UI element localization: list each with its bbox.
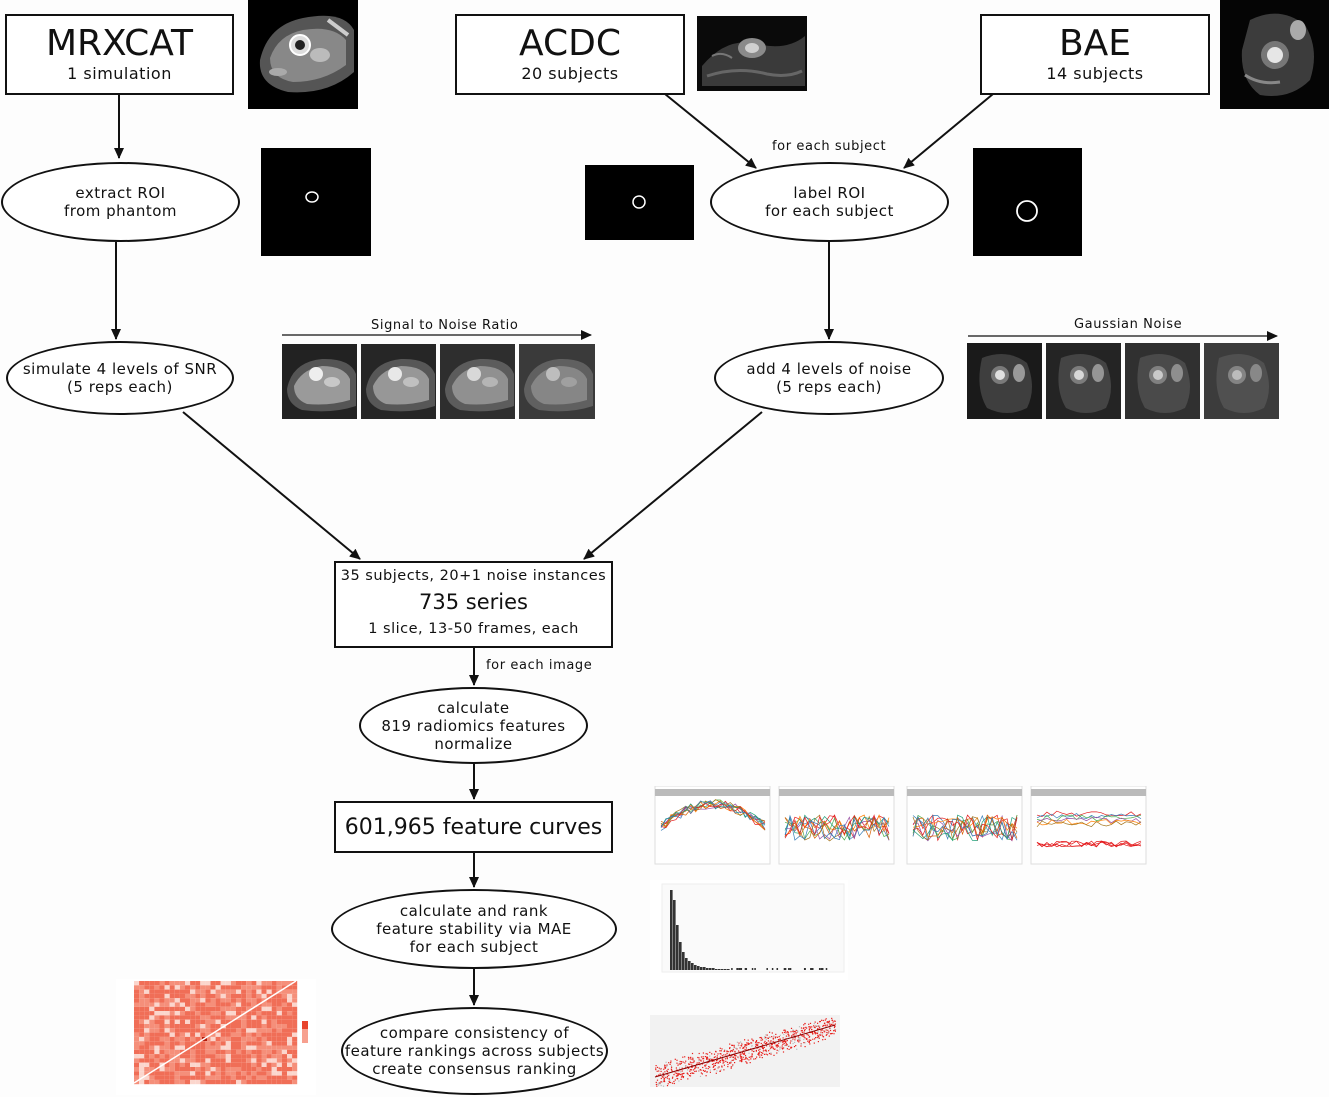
- gaussian-axis-label: Gaussian Noise: [1074, 317, 1183, 332]
- series-line2: 735 series: [419, 590, 528, 614]
- bae-subtitle: 14 subjects: [1046, 64, 1144, 83]
- arrow-noise-series: [583, 411, 763, 560]
- curve-panel: [778, 786, 895, 865]
- acdc-mri-image: [697, 16, 807, 91]
- series-box: 35 subjects, 20+1 noise instances 735 se…: [334, 561, 613, 648]
- mae-histogram: [650, 880, 848, 980]
- bae-box: BAE 14 subjects: [980, 14, 1210, 95]
- gaussian-image-strip: [967, 343, 1279, 419]
- feature-curves-box: 601,965 feature curves: [334, 801, 613, 853]
- snr-frame-1: [282, 344, 357, 419]
- curve-panel: [1030, 786, 1147, 865]
- gaussian-frame-3: [1125, 343, 1200, 419]
- feature-curve-plots: [654, 786, 1147, 865]
- add-noise-step: add 4 levels of noise (5 reps each): [714, 341, 944, 415]
- bae-mri-image: [1220, 0, 1329, 109]
- bae-title: BAE: [1058, 23, 1132, 64]
- rank-stability-text: calculate and rank feature stability via…: [376, 902, 572, 956]
- bae-roi-mask: [973, 148, 1082, 256]
- consensus-scatter: [650, 1015, 840, 1087]
- calculate-features-step: calculate 819 radiomics features normali…: [359, 687, 588, 764]
- consensus-ranking-text: compare consistency of feature rankings …: [344, 1024, 605, 1078]
- mrxcat-title: MRXCAT: [45, 23, 194, 64]
- for-each-image-label: for each image: [486, 658, 593, 673]
- rank-stability-step: calculate and rank feature stability via…: [331, 889, 617, 969]
- acdc-box: ACDC 20 subjects: [455, 14, 685, 95]
- snr-frame-2: [361, 344, 436, 419]
- snr-image-strip: [282, 344, 595, 419]
- curve-panel: [654, 786, 771, 865]
- add-noise-text: add 4 levels of noise (5 reps each): [746, 360, 912, 396]
- mrxcat-subtitle: 1 simulation: [67, 64, 172, 83]
- series-line3: 1 slice, 13-50 frames, each: [368, 621, 579, 637]
- arrow-simulate-series: [182, 411, 361, 560]
- ranking-correlation-heatmap: [116, 979, 316, 1095]
- label-roi-step: label ROI for each subject: [710, 162, 949, 242]
- gaussian-frame-2: [1046, 343, 1121, 419]
- curve-panel: [906, 786, 1023, 865]
- calculate-features-text: calculate 819 radiomics features normali…: [381, 698, 566, 753]
- snr-frame-4: [519, 344, 595, 419]
- acdc-title: ACDC: [519, 23, 621, 64]
- extract-roi-step: extract ROI from phantom: [1, 162, 240, 242]
- mrxcat-box: MRXCAT 1 simulation: [5, 14, 234, 95]
- mrxcat-phantom-image: [248, 0, 358, 109]
- for-each-subject-label: for each subject: [772, 139, 887, 154]
- feature-curves-text: 601,965 feature curves: [344, 814, 603, 840]
- series-line1: 35 subjects, 20+1 noise instances: [340, 568, 607, 584]
- consensus-ranking-step: compare consistency of feature rankings …: [341, 1007, 608, 1095]
- gaussian-frame-1: [967, 343, 1042, 419]
- mrxcat-roi-mask: [261, 148, 371, 256]
- gaussian-frame-4: [1204, 343, 1279, 419]
- extract-roi-text: extract ROI from phantom: [63, 184, 178, 220]
- simulate-snr-text: simulate 4 levels of SNR (5 reps each): [22, 360, 218, 396]
- acdc-subtitle: 20 subjects: [521, 64, 619, 83]
- label-roi-text: label ROI for each subject: [765, 184, 894, 220]
- snr-frame-3: [440, 344, 515, 419]
- snr-axis-label: Signal to Noise Ratio: [371, 318, 519, 333]
- acdc-roi-mask: [585, 165, 694, 240]
- simulate-snr-step: simulate 4 levels of SNR (5 reps each): [6, 341, 234, 415]
- arrow-bae-label: [903, 93, 994, 169]
- arrow-acdc-label: [664, 93, 757, 169]
